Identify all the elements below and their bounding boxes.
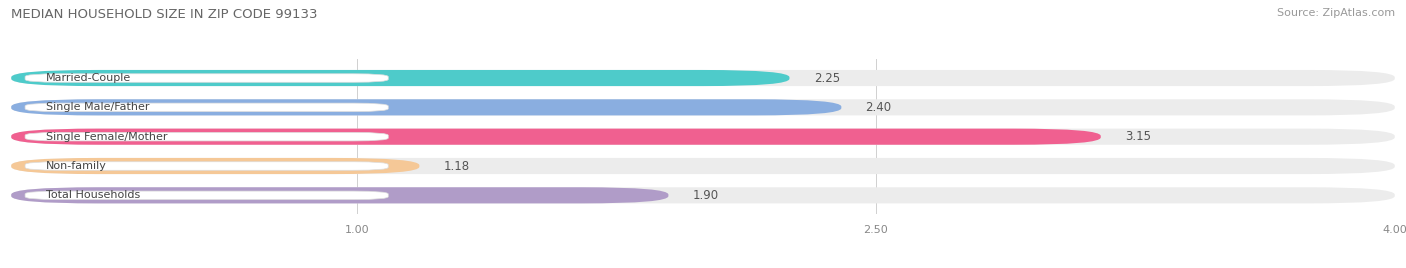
Text: 3.15: 3.15 [1125,130,1152,143]
Text: 1.18: 1.18 [444,159,470,173]
FancyBboxPatch shape [25,162,388,170]
Text: 1.90: 1.90 [693,189,718,202]
Text: Total Households: Total Households [46,190,141,200]
Text: 2.40: 2.40 [866,101,891,114]
FancyBboxPatch shape [25,103,388,111]
FancyBboxPatch shape [11,129,1101,145]
FancyBboxPatch shape [11,158,1395,174]
FancyBboxPatch shape [25,191,388,200]
Text: Source: ZipAtlas.com: Source: ZipAtlas.com [1277,8,1395,18]
FancyBboxPatch shape [25,132,388,141]
Text: Single Male/Father: Single Male/Father [46,102,149,112]
Text: 2.25: 2.25 [814,72,839,84]
FancyBboxPatch shape [11,99,841,116]
FancyBboxPatch shape [11,187,1395,203]
FancyBboxPatch shape [11,158,419,174]
FancyBboxPatch shape [11,70,790,86]
FancyBboxPatch shape [25,74,388,82]
Text: MEDIAN HOUSEHOLD SIZE IN ZIP CODE 99133: MEDIAN HOUSEHOLD SIZE IN ZIP CODE 99133 [11,8,318,21]
Text: Married-Couple: Married-Couple [46,73,131,83]
FancyBboxPatch shape [11,187,668,203]
FancyBboxPatch shape [11,129,1395,145]
Text: Non-family: Non-family [46,161,107,171]
FancyBboxPatch shape [11,99,1395,116]
FancyBboxPatch shape [11,70,1395,86]
Text: Single Female/Mother: Single Female/Mother [46,132,167,142]
